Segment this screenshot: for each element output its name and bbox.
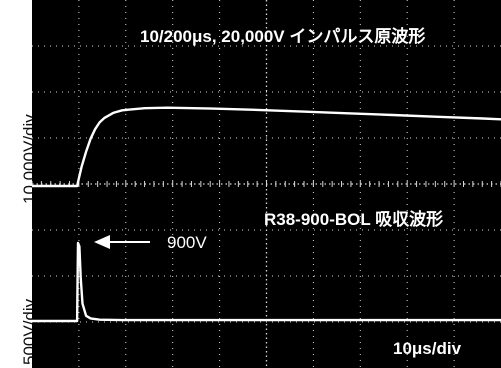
arrow-annotation-900v: 900V	[167, 233, 207, 252]
arrow-head	[94, 235, 110, 249]
arrow-900v	[94, 235, 150, 249]
lower-waveform-title: R38-900-BOL 吸収波形	[264, 210, 444, 229]
series-line-absorbed	[32, 241, 501, 323]
traces	[32, 106, 501, 323]
oscilloscope-screen: 10/200μs, 20,000V インパルス原波形 R38-900-BOL 吸…	[32, 0, 501, 368]
waveform-plot	[32, 0, 501, 368]
upper-waveform-title: 10/200μs, 20,000V インパルス原波形	[140, 27, 426, 46]
series-line-impulse-original	[32, 106, 501, 188]
grid	[32, 0, 501, 368]
time-scale-label: 10μs/div	[393, 339, 462, 358]
